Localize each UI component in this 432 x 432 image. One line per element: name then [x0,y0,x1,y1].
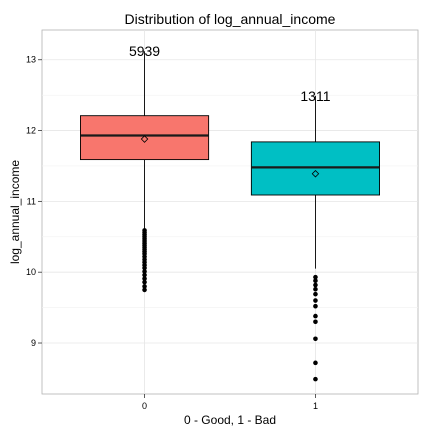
y-tick-label: 10 [26,267,36,277]
outlier-point [313,319,318,325]
box-series: 5939 1311 [80,43,380,382]
y-tick-label: 12 [26,126,36,136]
x-tick-label: 0 [142,401,147,411]
outlier-point [142,265,147,271]
box-group: 5939 [80,43,210,293]
axes: 9 10 11 12 13 0 1 [26,55,318,411]
outlier-point [313,286,318,292]
plot-panel [41,29,419,395]
y-tick-label: 11 [27,196,36,206]
outlier-point [142,287,147,293]
outlier-point [313,313,318,319]
chart-title: Distribution of log_annual_income [125,11,336,27]
y-tick-label: 13 [26,55,36,65]
outlier-point [142,279,147,285]
outlier-point [313,298,318,303]
box-group: 1311 [250,88,380,382]
outlier-point [313,336,318,342]
outlier-point [313,303,318,309]
outlier-point [313,278,318,283]
outlier-point [313,291,318,297]
outlier-point [313,360,318,366]
count-label: 5939 [129,43,160,59]
y-axis-title: log_annual_income [8,160,22,264]
count-label: 1311 [300,88,330,104]
outlier-point [142,272,147,278]
x-axis-title: 0 - Good, 1 - Bad [184,413,276,427]
outlier-point [142,269,147,274]
box-iqr [80,115,210,161]
y-tick-label: 9 [31,338,36,348]
outlier-point [142,276,147,281]
outlier-point [313,274,318,280]
x-tick-label: 1 [313,401,318,411]
mean-marker [311,169,320,178]
mean-marker [140,135,149,143]
outlier-point [313,376,318,382]
grid-lines [42,30,418,394]
outlier-point [142,284,147,289]
outlier-point [313,282,318,288]
